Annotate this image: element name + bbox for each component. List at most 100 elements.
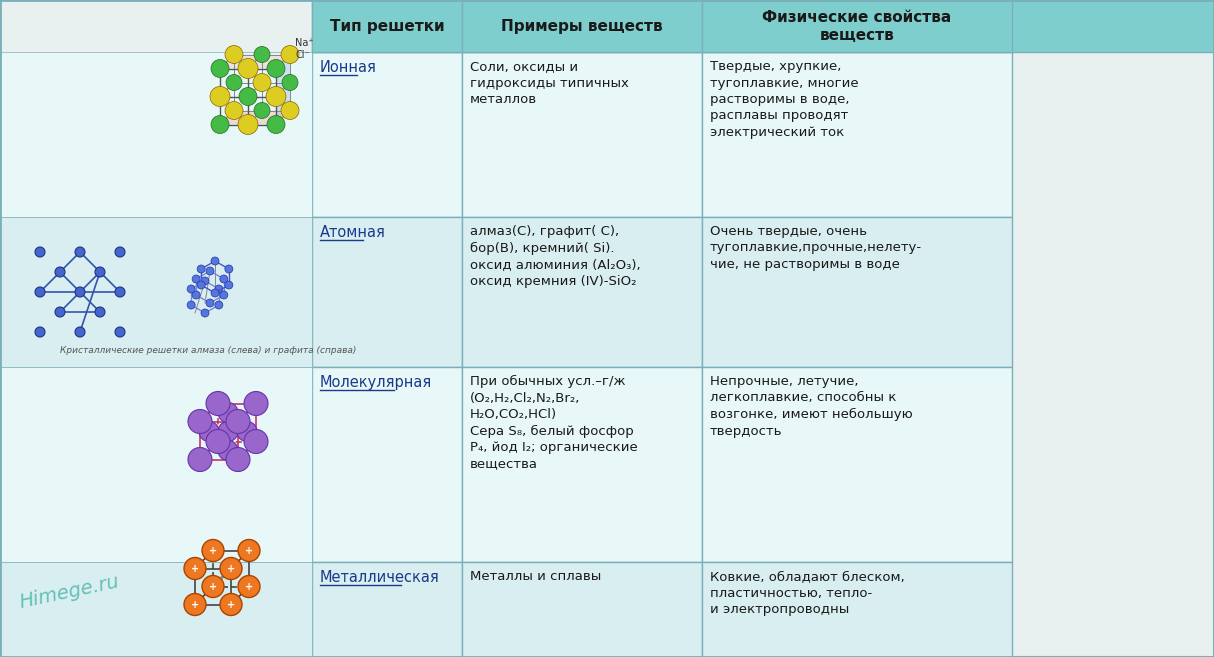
Circle shape: [244, 392, 268, 415]
Circle shape: [267, 116, 285, 133]
Circle shape: [185, 593, 206, 616]
Circle shape: [226, 74, 242, 91]
Circle shape: [206, 430, 229, 453]
Bar: [0, 0, 312, 657]
Bar: [702, 217, 1012, 367]
Circle shape: [267, 60, 285, 78]
Text: +: +: [227, 564, 236, 574]
Text: Непрочные, летучие,
легкоплавкие, способны к
возгонке, имеют небольшую
твердость: Непрочные, летучие, легкоплавкие, способ…: [710, 375, 913, 438]
Text: Ковкие, обладают блеском,
пластичностью, тепло-
и электропроводны: Ковкие, обладают блеском, пластичностью,…: [710, 570, 904, 616]
Circle shape: [266, 87, 287, 106]
Text: ✦: ✦: [237, 578, 243, 587]
Circle shape: [95, 267, 104, 277]
Text: Соли, оксиды и
гидроксиды типичных
металлов: Соли, оксиды и гидроксиды типичных метал…: [470, 60, 629, 106]
Circle shape: [220, 558, 242, 579]
Circle shape: [215, 301, 223, 309]
Bar: [702, 562, 1012, 657]
Circle shape: [225, 45, 243, 64]
Bar: [312, 52, 463, 217]
Text: ✦: ✦: [219, 573, 225, 582]
Bar: [702, 367, 1012, 562]
Text: Тип решетки: Тип решетки: [330, 18, 444, 34]
Text: Атомная: Атомная: [320, 225, 386, 240]
Circle shape: [115, 327, 125, 337]
Text: Cl⁻: Cl⁻: [295, 51, 310, 60]
Circle shape: [226, 447, 250, 472]
Circle shape: [206, 392, 229, 415]
Bar: [312, 0, 463, 52]
Circle shape: [202, 309, 209, 317]
Circle shape: [95, 307, 104, 317]
Circle shape: [215, 285, 223, 293]
Circle shape: [188, 409, 212, 434]
Circle shape: [202, 277, 209, 285]
Circle shape: [219, 440, 238, 461]
Circle shape: [206, 267, 214, 275]
Text: +: +: [191, 599, 199, 610]
Text: алмаз(С), графит( С),
бор(В), кремний( Si).
оксид алюминия (Al₂O₃),
оксид кремни: алмаз(С), графит( С), бор(В), кремний( S…: [470, 225, 641, 288]
Text: Кристаллические решетки алмаза (слева) и графита (справа): Кристаллические решетки алмаза (слева) и…: [59, 346, 357, 355]
Circle shape: [75, 247, 85, 257]
Circle shape: [211, 116, 229, 133]
Circle shape: [192, 291, 200, 299]
Circle shape: [280, 45, 299, 64]
Bar: [702, 52, 1012, 217]
Circle shape: [202, 539, 225, 562]
Circle shape: [209, 430, 229, 451]
Bar: [463, 0, 702, 52]
Bar: [463, 562, 702, 657]
Text: Металлы и сплавы: Металлы и сплавы: [470, 570, 601, 583]
Text: +: +: [245, 581, 253, 591]
Circle shape: [211, 289, 219, 297]
Text: ✦: ✦: [214, 587, 220, 596]
Circle shape: [75, 287, 85, 297]
Text: Молекулярная: Молекулярная: [320, 375, 432, 390]
Circle shape: [188, 447, 212, 472]
Circle shape: [35, 327, 45, 337]
Circle shape: [55, 307, 66, 317]
Circle shape: [238, 114, 259, 135]
Bar: [0, 52, 312, 217]
Polygon shape: [220, 110, 290, 124]
Circle shape: [253, 74, 271, 91]
Bar: [312, 562, 463, 657]
Circle shape: [219, 422, 238, 442]
Polygon shape: [220, 55, 290, 68]
Circle shape: [238, 539, 260, 562]
Text: Примеры веществ: Примеры веществ: [501, 18, 663, 34]
Bar: [463, 217, 702, 367]
Text: Металлическая: Металлическая: [320, 570, 439, 585]
Circle shape: [225, 101, 243, 120]
Circle shape: [35, 287, 45, 297]
Circle shape: [237, 422, 257, 442]
Text: ✦: ✦: [205, 578, 211, 587]
Circle shape: [254, 102, 270, 118]
Circle shape: [254, 47, 270, 62]
Circle shape: [220, 593, 242, 616]
Circle shape: [115, 287, 125, 297]
Circle shape: [210, 87, 229, 106]
Text: Физические свойства
веществ: Физические свойства веществ: [762, 9, 952, 43]
Text: Ионная: Ионная: [320, 60, 376, 75]
Bar: [0, 217, 312, 367]
Circle shape: [206, 299, 214, 307]
Circle shape: [238, 58, 259, 78]
Circle shape: [35, 247, 45, 257]
Circle shape: [211, 60, 229, 78]
Circle shape: [185, 558, 206, 579]
Bar: [312, 0, 1214, 52]
Text: +: +: [191, 564, 199, 574]
Bar: [0, 367, 312, 562]
Circle shape: [115, 247, 125, 257]
Circle shape: [187, 301, 195, 309]
Bar: [312, 0, 1214, 657]
Circle shape: [192, 275, 200, 283]
Text: Твердые, хрупкие,
тугоплавкие, многие
растворимы в воде,
расплавы проводят
элект: Твердые, хрупкие, тугоплавкие, многие ра…: [710, 60, 858, 139]
Text: +: +: [245, 545, 253, 556]
Circle shape: [282, 74, 297, 91]
Text: При обычных усл.–г/ж
(O₂,H₂,Cl₂,N₂,Br₂,
H₂O,CO₂,HCl)
Сера S₈, белый фосфор
P₄, й: При обычных усл.–г/ж (O₂,H₂,Cl₂,N₂,Br₂, …: [470, 375, 637, 470]
Circle shape: [187, 285, 195, 293]
Circle shape: [225, 265, 233, 273]
Text: +: +: [209, 545, 217, 556]
Circle shape: [197, 281, 205, 289]
